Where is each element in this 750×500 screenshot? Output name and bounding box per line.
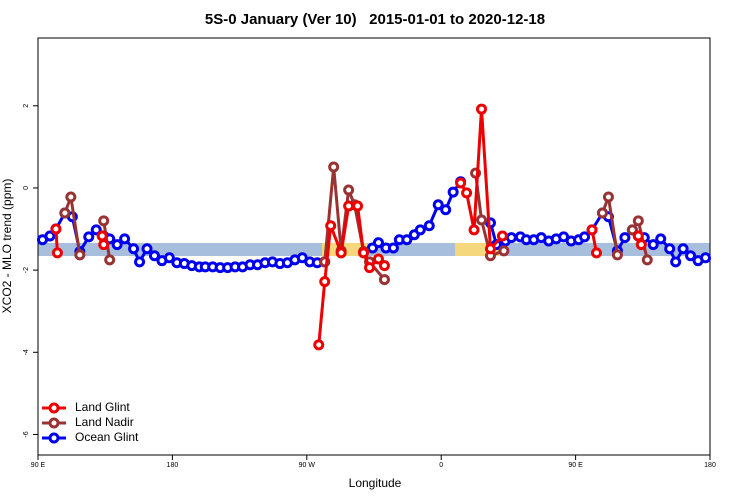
point: [635, 239, 647, 251]
point: [414, 224, 426, 236]
point: [50, 223, 62, 235]
point: [591, 247, 603, 259]
point: [98, 239, 110, 251]
y-tick-label: 2: [23, 104, 30, 108]
point: [90, 224, 102, 236]
point: [111, 239, 123, 251]
point: [44, 230, 56, 242]
point: [641, 254, 653, 266]
point: [498, 245, 510, 257]
point: [647, 239, 659, 251]
legend-label: Land Glint: [75, 400, 130, 414]
point: [74, 249, 86, 261]
point: [401, 234, 413, 246]
legend-marker: [48, 402, 60, 414]
point: [468, 224, 480, 236]
point: [632, 230, 644, 242]
point: [372, 237, 384, 249]
point: [372, 253, 384, 265]
point: [586, 224, 598, 236]
x-tick-label: 0: [439, 462, 443, 469]
point: [626, 224, 638, 236]
point: [440, 204, 452, 216]
point: [59, 207, 71, 219]
y-tick-label: -4: [23, 349, 30, 355]
point: [319, 276, 331, 288]
point: [313, 339, 325, 351]
point: [119, 233, 131, 245]
x-tick-label: 90 W: [299, 462, 316, 469]
point: [328, 161, 340, 173]
point: [596, 207, 608, 219]
point: [476, 214, 488, 226]
x-tick-label: 180: [704, 462, 716, 469]
point: [352, 200, 364, 212]
point: [602, 191, 614, 203]
point: [664, 243, 676, 255]
point: [128, 243, 140, 255]
point: [461, 187, 473, 199]
point: [387, 242, 399, 254]
x-axis-label: Longitude: [349, 476, 402, 490]
point: [476, 103, 488, 115]
legend-marker: [48, 417, 60, 429]
point: [432, 199, 444, 211]
point: [579, 231, 591, 243]
point: [505, 232, 517, 244]
series-line: [54, 108, 643, 346]
point: [378, 260, 390, 272]
x-tick-label: 90 E: [568, 462, 583, 469]
point: [455, 177, 467, 189]
legend-label: Ocean Glint: [75, 430, 139, 444]
y-tick-label: -6: [23, 431, 30, 437]
point: [619, 232, 631, 244]
point: [447, 186, 459, 198]
point: [423, 220, 435, 232]
point: [51, 247, 63, 259]
point: [670, 256, 682, 268]
series-line: [63, 166, 649, 281]
point: [700, 252, 712, 264]
point: [343, 200, 355, 212]
chart-title: 5S-0 January (Ver 10) 2015-01-01 to 2020…: [205, 11, 545, 28]
point: [325, 220, 337, 232]
point: [677, 243, 689, 255]
point: [335, 247, 347, 259]
legend-label: Land Nadir: [75, 415, 134, 429]
point: [378, 274, 390, 286]
point: [104, 254, 116, 266]
y-tick-label: 0: [23, 186, 30, 190]
point: [484, 243, 496, 255]
point: [141, 243, 153, 255]
point: [364, 262, 376, 274]
point: [358, 247, 370, 259]
point: [163, 252, 175, 264]
point: [685, 250, 697, 262]
plot-frame: [37, 37, 711, 456]
point: [134, 256, 146, 268]
y-tick-label: -2: [23, 267, 30, 273]
legend-marker: [48, 432, 60, 444]
point: [343, 184, 355, 196]
point: [65, 191, 77, 203]
point: [611, 249, 623, 261]
point: [83, 231, 95, 243]
point: [96, 230, 108, 242]
point: [655, 233, 667, 245]
point: [148, 250, 160, 262]
x-tick-label: 90 E: [31, 462, 46, 469]
point: [98, 215, 110, 227]
x-tick-label: 180: [167, 462, 179, 469]
y-axis-label: XCO2 - MLO trend (ppm): [0, 179, 14, 314]
point: [496, 230, 508, 242]
point: [632, 215, 644, 227]
